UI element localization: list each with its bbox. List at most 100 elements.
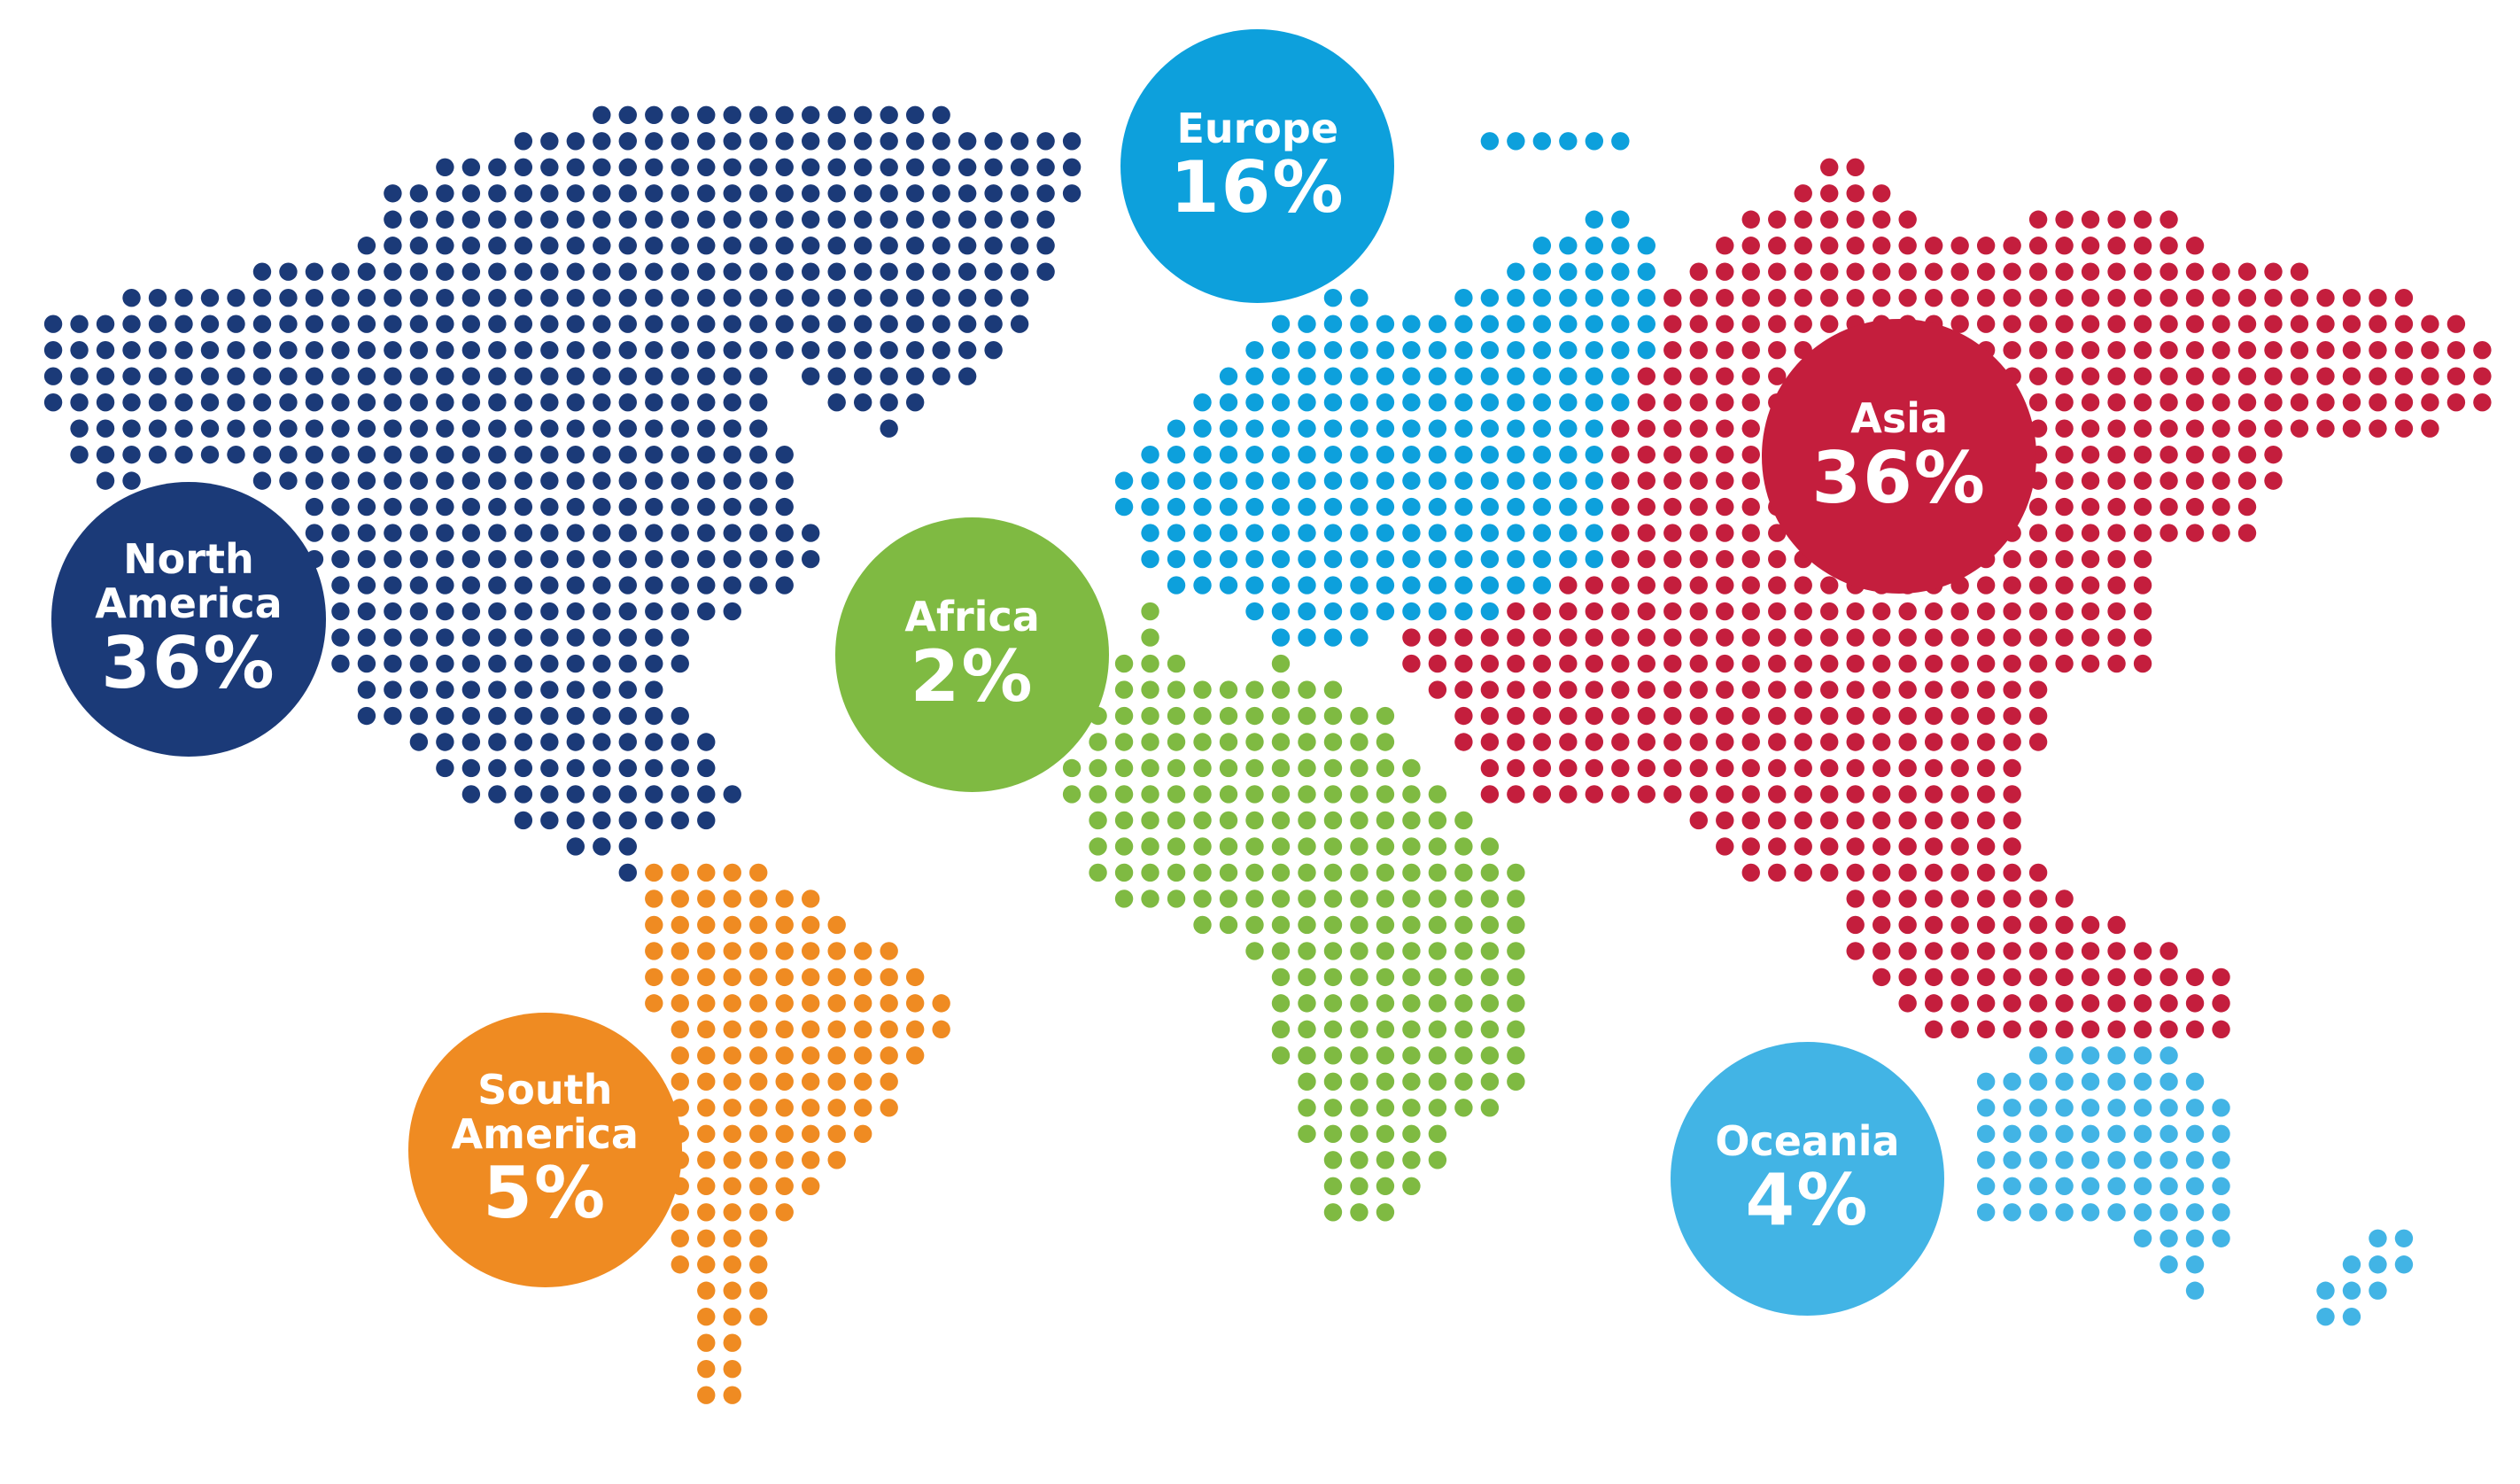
map-dot: [2342, 1308, 2361, 1326]
map-dot: [2028, 942, 2048, 960]
map-dot: [2003, 942, 2021, 960]
map-dot: [488, 654, 507, 673]
map-dot: [1976, 680, 1996, 699]
map-dot: [1532, 445, 1552, 464]
map-dot: [488, 340, 507, 360]
map-dot: [252, 340, 272, 360]
map-dot: [618, 158, 637, 176]
map-dot: [488, 315, 507, 333]
map-dot: [1559, 549, 1578, 569]
map-dot: [1167, 576, 1186, 594]
map-dot: [514, 549, 533, 569]
map-dot: [1741, 549, 1760, 569]
map-dot: [1532, 602, 1552, 621]
map-dot: [1298, 576, 1316, 594]
map-dot: [1428, 890, 1447, 908]
map-dot: [1663, 497, 1682, 517]
map-dot: [1245, 758, 1264, 778]
map-dot: [540, 262, 559, 281]
map-dot: [1298, 367, 1316, 385]
map-dot: [2342, 1255, 2361, 1274]
map-dot: [1611, 471, 1630, 490]
map-dot: [1480, 628, 1500, 647]
map-dot: [1689, 811, 1708, 830]
map-dot: [2055, 445, 2074, 464]
map-dot: [174, 445, 193, 464]
map-dot: [2055, 340, 2074, 360]
map-dot: [1298, 942, 1316, 960]
map-dot: [514, 576, 533, 594]
map-dot: [331, 340, 350, 360]
map-dot: [1559, 654, 1578, 673]
map-dot: [1898, 602, 1917, 621]
map-dot: [1271, 392, 1291, 412]
map-dot: [2028, 576, 2048, 594]
map-dot: [1402, 419, 1421, 438]
map-dot: [2369, 1255, 2387, 1274]
map-dot: [540, 733, 559, 751]
map-dot: [2185, 262, 2205, 281]
map-dot: [2055, 1072, 2074, 1092]
map-dot: [1245, 419, 1264, 438]
map-dot: [1298, 915, 1316, 935]
map-dot: [1532, 367, 1552, 385]
map-dot: [723, 158, 741, 176]
map-dot: [1741, 811, 1760, 830]
map-dot: [1532, 392, 1552, 412]
map-dot: [1768, 733, 1787, 751]
map-dot: [958, 340, 977, 360]
map-dot: [749, 1020, 768, 1039]
map-dot: [2237, 340, 2257, 360]
map-dot: [1950, 915, 1969, 935]
map-dot: [2133, 628, 2152, 647]
map-dot: [697, 1308, 716, 1326]
map-dot: [802, 1151, 820, 1169]
map-dot: [593, 785, 611, 804]
map-dot: [775, 497, 794, 517]
map-dot: [671, 419, 689, 438]
map-dot: [618, 524, 637, 542]
map-dot: [593, 158, 611, 176]
map-dot: [645, 576, 663, 594]
map-dot: [1663, 315, 1682, 333]
map-dot: [1976, 1099, 1996, 1117]
map-dot: [1820, 706, 1839, 726]
map-dot: [357, 262, 376, 281]
map-dot: [1611, 497, 1630, 517]
map-dot: [252, 289, 272, 307]
map-dot: [1663, 367, 1682, 385]
region-name: Africa: [904, 593, 1040, 641]
map-dot: [1585, 524, 1604, 542]
map-dot: [1794, 315, 1812, 333]
map-dot: [2133, 524, 2152, 542]
map-dot: [853, 289, 872, 307]
map-dot: [1663, 340, 1682, 360]
map-dot: [1480, 837, 1500, 856]
map-dot: [618, 210, 637, 229]
map-dot: [2159, 994, 2178, 1013]
map-dot: [697, 863, 716, 882]
map-dot: [1846, 602, 1865, 621]
map-dot: [2133, 262, 2152, 281]
map-dot: [514, 419, 533, 438]
map-dot: [2212, 340, 2230, 360]
map-dot: [384, 602, 402, 621]
map-dot: [1741, 863, 1760, 882]
map-dot: [279, 471, 298, 490]
map-dot: [2055, 654, 2074, 673]
map-dot: [1507, 785, 1525, 804]
map-dot: [853, 237, 872, 255]
map-dot: [2394, 289, 2414, 307]
map-dot: [671, 158, 689, 176]
map-dot: [1141, 837, 1159, 856]
map-dot: [2133, 602, 2152, 621]
map-dot: [566, 785, 585, 804]
map-dot: [2055, 576, 2074, 594]
map-dot: [1716, 237, 1734, 255]
map-dot: [775, 1099, 794, 1117]
map-dot: [1323, 706, 1343, 726]
map-dot: [436, 315, 454, 333]
map-dot: [2028, 680, 2048, 699]
map-dot: [645, 471, 663, 490]
map-dot: [1794, 210, 1812, 229]
